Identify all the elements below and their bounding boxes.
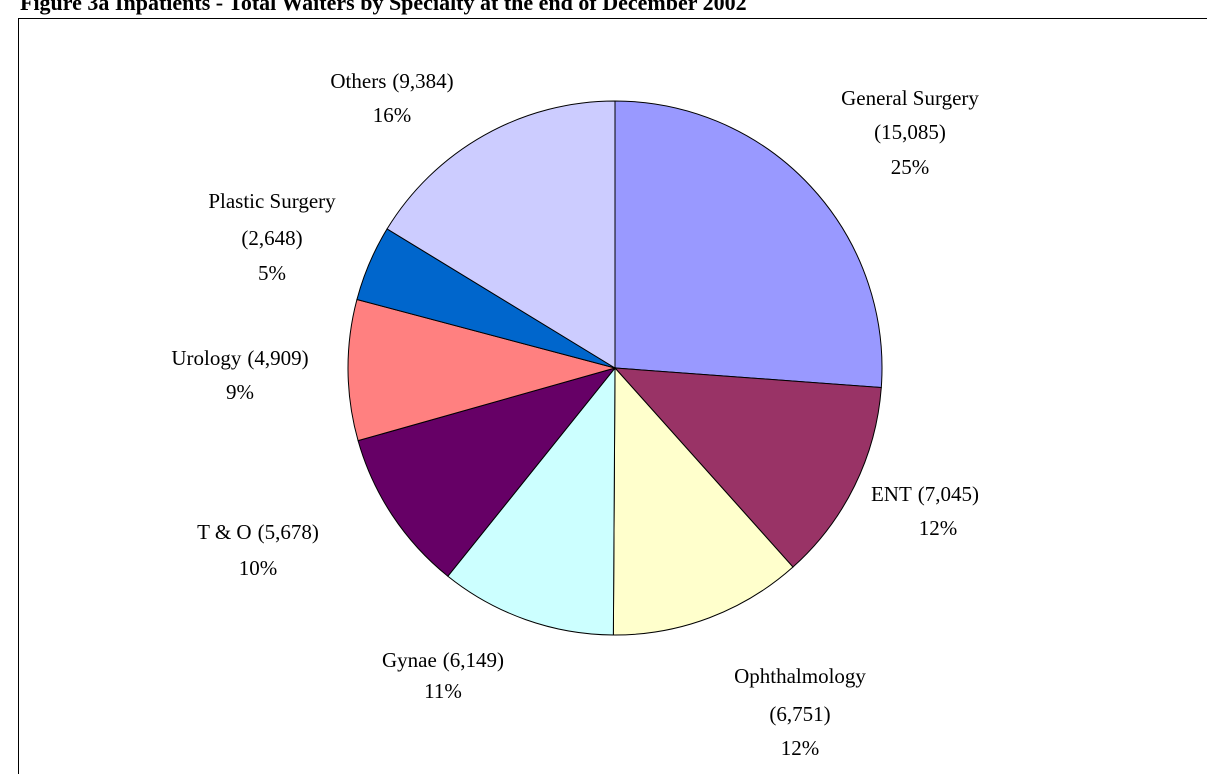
slice-label: 12% — [781, 736, 820, 760]
slice-label: 11% — [424, 679, 462, 703]
category-label: Gynae — [382, 648, 437, 672]
slice-label: ENT (7,045) — [871, 482, 979, 506]
slice-label: General Surgery — [841, 86, 979, 110]
percent-label: 16% — [373, 103, 412, 127]
pie-slice — [447, 366, 616, 636]
slice-label: Ophthalmology — [734, 664, 866, 688]
pie-slice — [347, 298, 617, 442]
slice-label: (6,751) — [769, 702, 830, 726]
value-label: (6,751) — [769, 702, 830, 726]
slice-label: Gynae (6,149) — [382, 648, 504, 672]
value-label: (5,678) — [258, 520, 319, 544]
percent-label: 10% — [239, 556, 278, 580]
slice-label: (2,648) — [241, 226, 302, 250]
category-label: Others — [330, 69, 386, 93]
pie-slice — [612, 366, 794, 636]
slice-label: T & O (5,678) — [197, 520, 319, 544]
percent-label: 9% — [226, 380, 254, 404]
pie-slice — [386, 100, 616, 369]
slice-label: (15,085) — [874, 120, 946, 144]
category-label: General Surgery — [841, 86, 979, 110]
category-label: Urology — [171, 346, 241, 370]
slice-label: 10% — [239, 556, 278, 580]
pie-slice — [357, 367, 617, 577]
value-label: (9,384) — [392, 69, 453, 93]
percent-label: 12% — [781, 736, 820, 760]
pie-slice — [614, 100, 883, 389]
value-label: (4,909) — [247, 346, 308, 370]
percent-label: 12% — [919, 516, 958, 540]
category-label: T & O — [197, 520, 251, 544]
value-label: (2,648) — [241, 226, 302, 250]
value-label: (6,149) — [443, 648, 504, 672]
percent-label: 11% — [424, 679, 462, 703]
slice-label: 25% — [891, 155, 930, 179]
slice-label: 16% — [373, 103, 412, 127]
slice-label: Plastic Surgery — [208, 189, 336, 213]
slice-label: 9% — [226, 380, 254, 404]
slice-label: Urology (4,909) — [171, 346, 308, 370]
category-label: Plastic Surgery — [208, 189, 336, 213]
category-label: ENT — [871, 482, 912, 506]
value-label: (7,045) — [918, 482, 979, 506]
slice-label: Others (9,384) — [330, 69, 453, 93]
chart-title: Figure 3a Inpatients - Total Waiters by … — [20, 0, 747, 15]
slice-label: 12% — [919, 516, 958, 540]
slice-label: 5% — [258, 261, 286, 285]
percent-label: 25% — [891, 155, 930, 179]
pie-slice — [613, 367, 882, 568]
category-label: Ophthalmology — [734, 664, 866, 688]
value-label: (15,085) — [874, 120, 946, 144]
percent-label: 5% — [258, 261, 286, 285]
